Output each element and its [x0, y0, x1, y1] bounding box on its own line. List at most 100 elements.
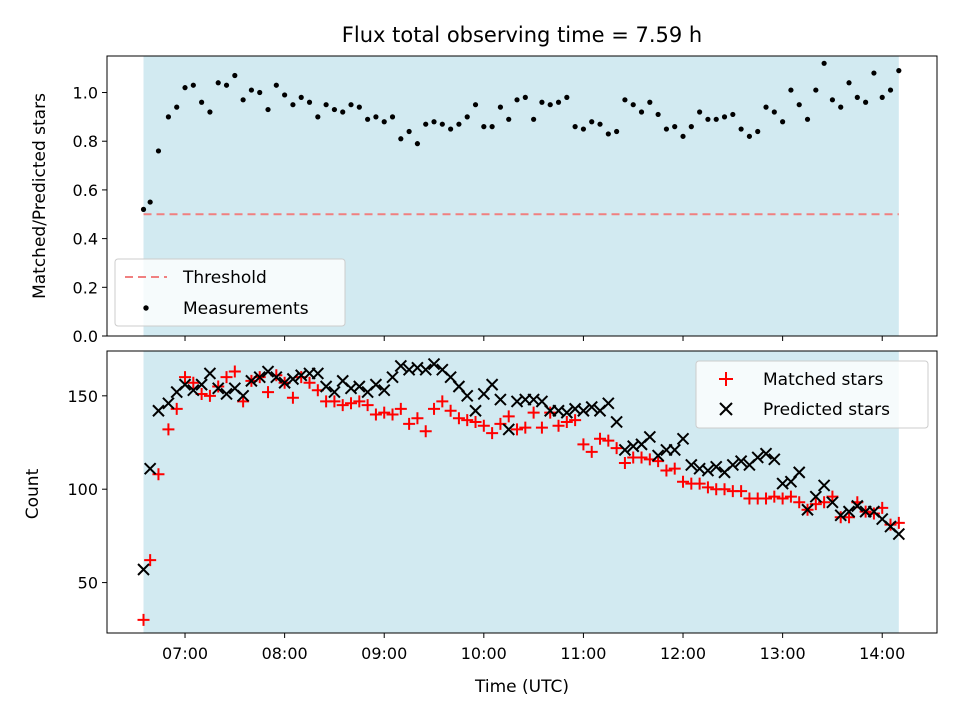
- measurement-point: [240, 97, 246, 103]
- measurement-point: [854, 94, 860, 100]
- matched-star-point: [444, 404, 457, 417]
- matched-star-point: [137, 613, 150, 626]
- predicted-star-point: [378, 384, 391, 397]
- legend-predicted-label: Predicted stars: [763, 400, 890, 420]
- top-y-tick-label: 0.2: [73, 278, 98, 297]
- x-tick-label: 10:00: [461, 644, 507, 663]
- matched-star-point: [677, 475, 690, 488]
- predicted-star-point: [178, 378, 192, 391]
- predicted-star-point: [610, 415, 623, 429]
- measurement-point: [580, 126, 587, 132]
- predicted-star-point: [461, 389, 474, 403]
- predicted-star-point: [427, 357, 441, 371]
- measurement-point: [896, 68, 902, 74]
- measurement-point: [223, 82, 230, 88]
- measurement-point: [721, 114, 728, 120]
- x-tick-label: 07:00: [162, 644, 208, 663]
- predicted-star-point: [801, 503, 814, 516]
- predicted-star-point: [768, 453, 781, 466]
- measurement-point: [356, 104, 362, 110]
- legend-measurements-label: Measurements: [183, 299, 309, 319]
- top-panel-frame: [106, 55, 938, 337]
- matched-star-point: [162, 423, 175, 436]
- matched-star-point: [535, 421, 548, 434]
- measurement-point: [215, 80, 221, 86]
- predicted-star-point: [651, 449, 665, 462]
- measurement-point: [348, 102, 354, 108]
- x-tick-label: 09:00: [361, 644, 407, 663]
- measurement-point: [398, 136, 404, 142]
- measurement-point: [564, 94, 570, 100]
- measurement-point: [248, 87, 255, 93]
- predicted-star-point: [585, 400, 598, 414]
- measurement-point: [738, 126, 744, 132]
- measurement-point: [697, 109, 703, 115]
- measurement-point: [871, 70, 877, 76]
- measurement-point: [331, 106, 338, 113]
- measurement-point: [630, 102, 636, 108]
- bottom-legend: Matched stars Predicted stars: [695, 360, 929, 429]
- matched-star-point: [303, 376, 316, 389]
- predicted-star-point: [394, 359, 408, 373]
- measurement-point: [389, 114, 396, 120]
- top-x-ticks: [184, 336, 883, 341]
- predicted-star-point: [137, 563, 150, 576]
- measurement-points: [140, 60, 902, 212]
- measurement-point: [647, 99, 653, 105]
- matched-star-point: [228, 365, 241, 378]
- measurement-point: [165, 114, 172, 120]
- measurement-point: [423, 121, 429, 127]
- measurement-point: [804, 116, 811, 122]
- x-tick-label: 11:00: [560, 644, 606, 663]
- measurement-point: [846, 80, 852, 86]
- predicted-star-point: [319, 380, 333, 393]
- predicted-star-point: [278, 376, 291, 389]
- measurement-point: [373, 114, 379, 120]
- matched-star-point: [610, 442, 623, 455]
- measurement-point: [547, 102, 553, 108]
- matched-star-point: [544, 406, 557, 419]
- measurement-point: [315, 114, 321, 120]
- measurement-point: [323, 102, 329, 108]
- measurement-point: [672, 124, 678, 130]
- legend-matched-swatch: [719, 372, 733, 386]
- measurement-point: [771, 109, 777, 115]
- measurement-point: [190, 82, 196, 88]
- matched-star-point: [527, 406, 540, 419]
- predicted-star-point: [353, 380, 366, 393]
- matched-star-point: [212, 380, 225, 393]
- predicted-star-point: [668, 443, 681, 457]
- top-y-tick-label: 0.0: [73, 327, 98, 346]
- measurement-point: [780, 119, 786, 125]
- matched-star-point: [569, 414, 582, 427]
- measurement-point: [365, 116, 371, 122]
- measurement-point: [406, 128, 412, 135]
- matched-star-point: [187, 376, 200, 389]
- measurement-point: [282, 92, 288, 98]
- bottom-y-tick-label: 50: [78, 574, 98, 593]
- top-y-tick-label: 0.8: [73, 132, 98, 151]
- measurement-point: [514, 97, 520, 103]
- predicted-star-point: [236, 389, 250, 403]
- x-tick-label: 14:00: [859, 644, 905, 663]
- predicted-star-point: [793, 466, 806, 479]
- predicted-star-point: [261, 365, 275, 378]
- measurement-point: [456, 121, 462, 127]
- measurement-point: [506, 116, 512, 122]
- matched-star-point: [618, 457, 631, 470]
- legend-threshold-label: Threshold: [182, 268, 267, 288]
- bottom-y-axis-label: Count: [23, 468, 43, 519]
- measurement-point: [887, 87, 894, 93]
- measurement-point: [531, 116, 537, 122]
- matched-star-point: [793, 496, 806, 509]
- predicted-star-point: [676, 432, 690, 445]
- matched-star-point: [635, 451, 648, 464]
- matched-star-point: [336, 399, 349, 412]
- matched-star-point: [179, 371, 192, 384]
- predicted-star-point: [220, 387, 233, 401]
- bottom-panel: 50 100 150 07:00 08:00 09:00 10:00 11:00 12:00 1…: [23, 350, 938, 697]
- x-tick-label: 08:00: [262, 644, 308, 663]
- matched-star-point: [511, 423, 524, 436]
- matched-star-point: [768, 490, 781, 503]
- predicted-star-point: [195, 378, 208, 391]
